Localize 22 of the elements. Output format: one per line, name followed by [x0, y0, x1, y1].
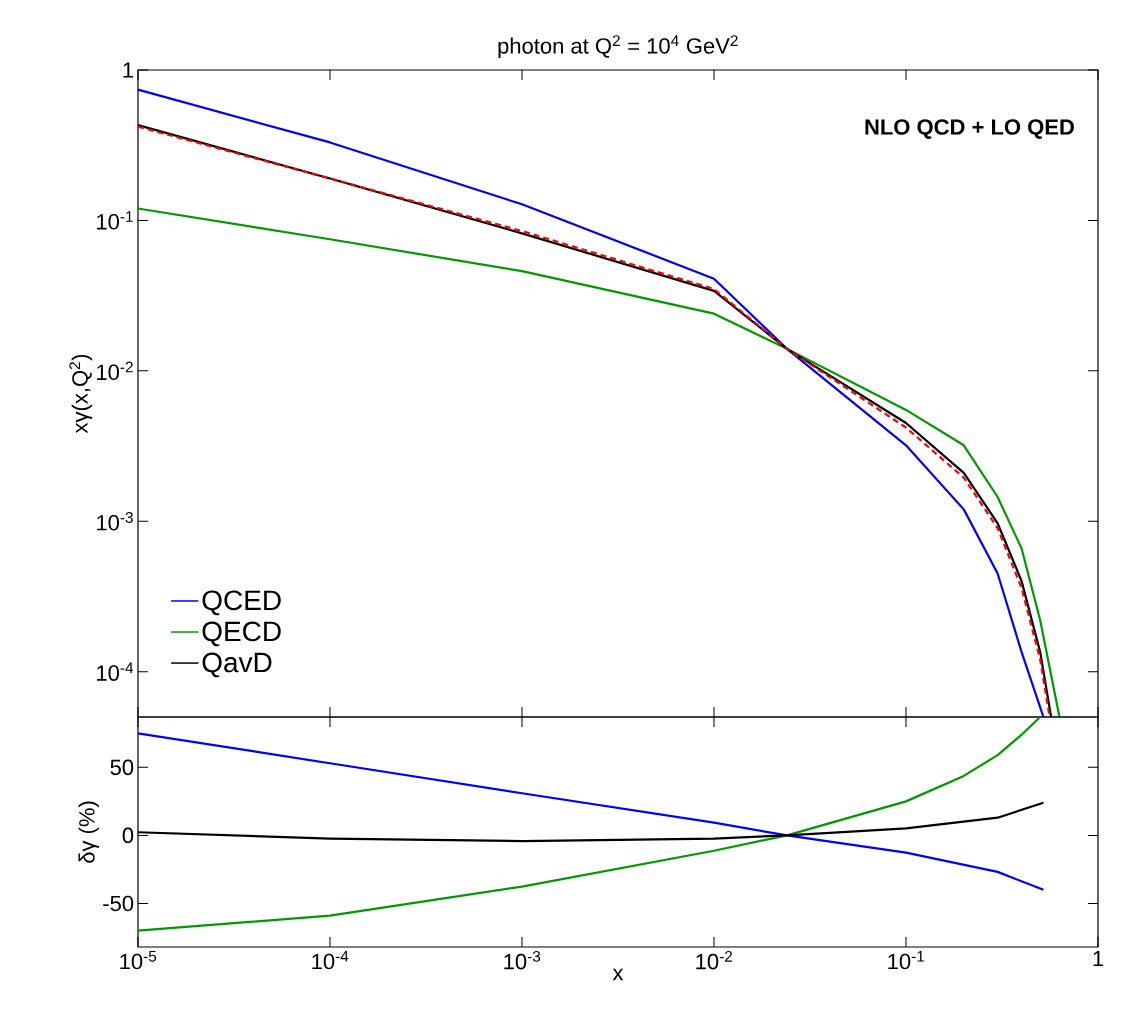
- y-tick-label: 50: [110, 759, 134, 776]
- y-tick-label: 1: [123, 62, 133, 78]
- y-tick-label: 10$^{-4}$: [97, 662, 134, 681]
- x-tick-label: 10$^{-5}$: [120, 950, 157, 970]
- annotation: NLO QCD + LO QED: [865, 119, 1074, 139]
- y-tick-label: 10$^{-3}$: [97, 512, 133, 531]
- legend-label: QCED: [202, 590, 281, 616]
- legend-label: QavD: [202, 652, 272, 678]
- y-axis-title: δγ (%): [78, 801, 99, 863]
- chart-title: photon at Q$^{2}$ = 10$^{4}$ GeV$^{2}$: [498, 35, 738, 59]
- y-tick-label: -50: [103, 895, 134, 912]
- x-tick-label: 10$^{-2}$: [696, 950, 733, 970]
- x-tick-label: 10$^{-3}$: [504, 950, 541, 970]
- x-axis-title: x: [612, 968, 624, 981]
- y-tick-label: 10$^{-1}$: [97, 211, 133, 230]
- y-tick-label: 10$^{-2}$: [97, 361, 133, 381]
- x-tick-label: 10$^{-1}$: [888, 950, 925, 970]
- y-tick-label: 0: [122, 827, 134, 844]
- x-tick-label: 10$^{-4}$: [312, 950, 349, 970]
- legend-label: QECD: [202, 621, 281, 647]
- x-tick-label: 1: [1093, 950, 1104, 967]
- y-axis-title: xγ(x,Q$^{2}$): [69, 354, 93, 434]
